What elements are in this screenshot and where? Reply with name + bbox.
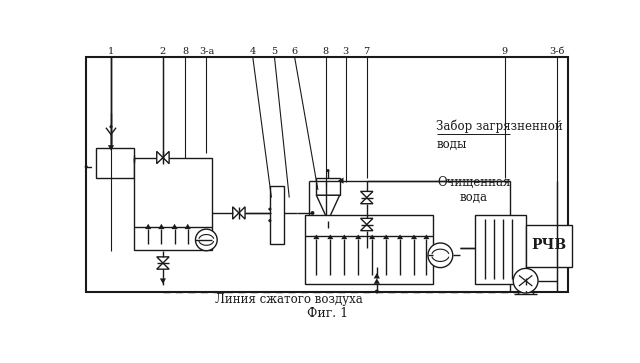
Circle shape (268, 208, 271, 211)
Bar (270, 186, 284, 244)
Polygon shape (369, 234, 375, 239)
Bar (305, 215, 433, 284)
Polygon shape (423, 234, 429, 239)
Circle shape (375, 290, 379, 293)
Text: Очищенная
вода: Очищенная вода (437, 176, 510, 204)
Text: 7: 7 (364, 47, 370, 56)
Polygon shape (163, 151, 169, 164)
Polygon shape (360, 219, 373, 224)
Polygon shape (316, 195, 340, 221)
Bar (316, 178, 340, 195)
Text: 3-а: 3-а (199, 47, 214, 56)
Polygon shape (397, 234, 403, 239)
Polygon shape (239, 207, 245, 219)
Polygon shape (360, 197, 373, 204)
Polygon shape (172, 224, 178, 229)
Polygon shape (313, 234, 319, 239)
Polygon shape (327, 234, 333, 239)
Bar (86, 57, 568, 291)
Bar (95, 147, 134, 178)
Polygon shape (157, 151, 163, 164)
Text: 6: 6 (291, 47, 298, 56)
Polygon shape (233, 207, 239, 219)
Polygon shape (383, 234, 389, 239)
Bar (476, 215, 525, 284)
Text: 4: 4 (250, 47, 256, 56)
Text: 2: 2 (160, 47, 166, 56)
Text: Фиг. 1: Фиг. 1 (307, 307, 349, 319)
Circle shape (310, 211, 314, 215)
Polygon shape (411, 234, 417, 239)
Polygon shape (355, 234, 362, 239)
Circle shape (326, 169, 330, 172)
Circle shape (195, 229, 217, 251)
Polygon shape (157, 263, 169, 269)
Bar (134, 158, 212, 250)
Text: 1: 1 (108, 47, 114, 56)
Polygon shape (341, 234, 348, 239)
Polygon shape (360, 191, 373, 197)
Polygon shape (157, 257, 169, 263)
Text: РЧВ: РЧВ (531, 238, 566, 252)
Text: 5: 5 (271, 47, 278, 56)
Polygon shape (108, 145, 114, 151)
Circle shape (513, 268, 538, 293)
Text: 3: 3 (343, 47, 349, 56)
Text: 8: 8 (323, 47, 328, 56)
Polygon shape (160, 278, 166, 284)
Circle shape (109, 125, 113, 128)
Polygon shape (145, 224, 151, 229)
Text: 9: 9 (501, 47, 507, 56)
Text: 3-б: 3-б (550, 47, 565, 56)
Text: 8: 8 (182, 47, 189, 56)
Polygon shape (158, 224, 164, 229)
Circle shape (428, 243, 452, 268)
Polygon shape (184, 224, 191, 229)
Text: Линия сжатого воздуха: Линия сжатого воздуха (216, 293, 363, 306)
Circle shape (84, 165, 88, 168)
Polygon shape (374, 273, 380, 278)
Text: Забор загрязненной
воды: Забор загрязненной воды (436, 119, 563, 151)
Polygon shape (338, 178, 344, 184)
Circle shape (268, 219, 271, 222)
Polygon shape (374, 278, 380, 284)
Bar (525, 224, 572, 267)
Polygon shape (360, 224, 373, 231)
